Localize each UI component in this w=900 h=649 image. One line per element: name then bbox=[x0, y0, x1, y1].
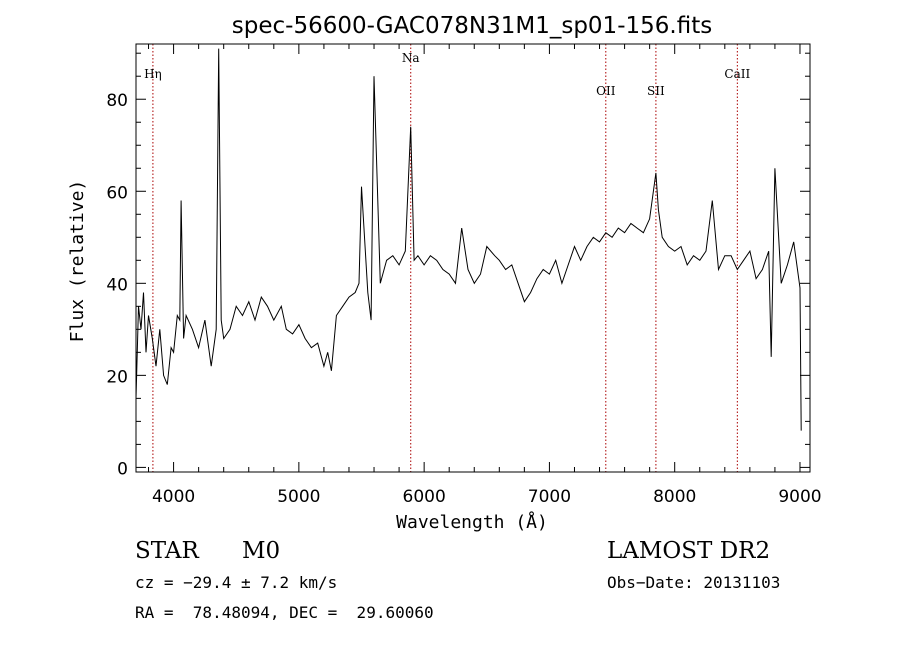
x-axis-label: Wavelength (Å) bbox=[396, 511, 548, 533]
line-marker-label: Hη bbox=[144, 67, 162, 81]
line-marker-label: CaII bbox=[724, 67, 750, 81]
line-marker-label: Na bbox=[402, 51, 420, 65]
y-tick-label: 20 bbox=[106, 367, 128, 387]
x-tick-label: 6000 bbox=[403, 487, 446, 507]
plot-frame bbox=[135, 43, 811, 473]
x-tick-label: 8000 bbox=[653, 487, 696, 507]
y-tick-label: 80 bbox=[106, 91, 128, 111]
survey-name: LAMOST DR2 bbox=[607, 538, 771, 564]
y-axis-label: Flux (relative) bbox=[67, 180, 88, 343]
spectrum-series bbox=[135, 48, 802, 431]
obs-date: Obs−Date: 20131103 bbox=[607, 573, 781, 592]
line-marker-label: OII bbox=[596, 84, 616, 98]
x-tick-label: 5000 bbox=[277, 487, 320, 507]
object-subclass: M0 bbox=[242, 538, 281, 564]
y-tick-label: 40 bbox=[106, 275, 128, 295]
line-markers: Hη Na OII SII CaII bbox=[144, 44, 751, 472]
line-marker-label: SII bbox=[647, 84, 665, 98]
coordinates: RA = 78.48094, DEC = 29.60060 bbox=[135, 603, 434, 622]
tick-labels: 4000 5000 6000 7000 8000 9000 0 20 40 60 80 bbox=[106, 91, 821, 507]
chart-title: spec-56600-GAC078N31M1_sp01-156.fits bbox=[232, 13, 712, 39]
x-tick-label: 7000 bbox=[528, 487, 571, 507]
object-class: STAR bbox=[135, 538, 199, 564]
y-tick-label: 0 bbox=[117, 459, 128, 479]
x-tick-label: 9000 bbox=[778, 487, 821, 507]
redshift-readout: cz = −29.4 ± 7.2 km/s bbox=[135, 573, 338, 592]
x-tick-label: 4000 bbox=[152, 487, 195, 507]
y-tick-label: 60 bbox=[106, 183, 128, 203]
axis-ticks bbox=[136, 44, 810, 472]
